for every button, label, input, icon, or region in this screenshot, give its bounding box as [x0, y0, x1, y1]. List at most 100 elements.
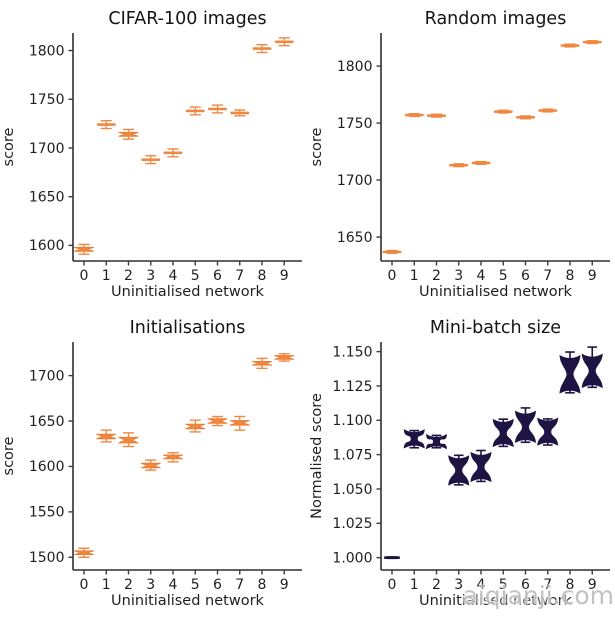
- y-tick-label: 1500: [29, 550, 65, 566]
- x-tick-label: 3: [146, 577, 155, 593]
- x-tick-label: 8: [258, 268, 267, 284]
- x-tick-label: 2: [124, 577, 133, 593]
- random-images-chart: Random images Uninitialised network score 1…: [309, 9, 610, 300]
- y-tick-label: 1.075: [332, 447, 372, 463]
- x-tick-label: 0: [387, 268, 396, 284]
- box-glyph: [515, 116, 535, 119]
- x-tick-label: 4: [169, 268, 178, 284]
- x-tick-label: 0: [80, 577, 89, 593]
- box-glyph: [140, 462, 161, 469]
- x-tick-label: 6: [521, 268, 530, 284]
- y-tick-label: 1650: [336, 230, 372, 246]
- x-axis-label: Uninitialised network: [111, 284, 264, 300]
- violin-glyph: [492, 418, 514, 448]
- chart-cell-mini-batch-size: Mini-batch size Uninitialised network Norm…: [308, 309, 615, 618]
- cifar-100-images-chart: CIFAR-100 images Uninitialised network sco…: [1, 9, 302, 300]
- x-tick-label: 2: [432, 577, 441, 593]
- violin-glyph: [403, 429, 425, 449]
- box-glyph: [118, 131, 139, 137]
- violin-glyph: [581, 353, 603, 389]
- y-axis-label: score: [1, 436, 17, 475]
- x-tick-label: 0: [80, 268, 89, 284]
- box-glyph: [96, 433, 117, 440]
- violin-glyph: [536, 417, 558, 446]
- x-tick-label: 7: [235, 268, 244, 284]
- y-axis-label: score: [1, 127, 17, 166]
- x-tick-label: 8: [565, 577, 574, 593]
- y-tick-label: 1650: [29, 414, 65, 430]
- x-axis-label: Uninitialised network: [111, 593, 264, 609]
- x-tick-label: 4: [476, 577, 485, 593]
- box-glyph: [560, 44, 579, 47]
- x-tick-label: 3: [454, 268, 463, 284]
- x-tick-label: 8: [258, 577, 267, 593]
- box-glyph: [74, 246, 94, 252]
- box-glyph: [208, 107, 227, 111]
- box-glyph: [74, 550, 94, 556]
- y-tick-label: 1800: [29, 43, 65, 59]
- box-glyph: [274, 40, 294, 44]
- x-tick-label: 9: [587, 577, 596, 593]
- x-axis-label: Uninitialised network: [419, 284, 572, 300]
- x-tick-label: 9: [280, 577, 289, 593]
- violin-glyph: [447, 455, 469, 486]
- y-tick-label: 1700: [336, 173, 372, 189]
- violin-glyph: [470, 451, 491, 483]
- x-tick-label: 6: [213, 577, 222, 593]
- x-tick-label: 6: [521, 577, 530, 593]
- chart-cell-initialisations: Initialisations Uninitialised network scor…: [0, 309, 308, 618]
- y-tick-label: 1600: [29, 459, 65, 475]
- x-tick-label: 2: [432, 268, 441, 284]
- box-glyph: [252, 47, 272, 50]
- y-tick-label: 1.150: [332, 344, 372, 360]
- x-tick-label: 1: [102, 268, 111, 284]
- x-tick-label: 4: [169, 577, 178, 593]
- y-tick-label: 1700: [29, 368, 65, 384]
- box-glyph: [185, 423, 206, 430]
- box-glyph: [163, 454, 183, 460]
- chart-title: Mini-batch size: [429, 318, 560, 338]
- x-tick-label: 1: [409, 577, 418, 593]
- box-glyph: [118, 436, 139, 444]
- box-glyph: [426, 114, 446, 117]
- chart-title: CIFAR-100 images: [108, 9, 266, 29]
- y-axis-label: Normalised score: [309, 393, 325, 519]
- violin-glyph: [383, 556, 400, 560]
- x-tick-label: 1: [409, 268, 418, 284]
- chart-title: Random images: [424, 9, 566, 29]
- violin-glyph: [514, 410, 536, 444]
- y-tick-label: 1650: [29, 189, 65, 205]
- box-glyph: [537, 109, 557, 112]
- x-tick-label: 2: [124, 268, 133, 284]
- box-glyph: [96, 123, 116, 126]
- x-tick-label: 5: [191, 268, 200, 284]
- box-glyph: [229, 420, 250, 426]
- box-glyph: [252, 361, 272, 366]
- violin-glyph: [559, 354, 580, 394]
- x-tick-label: 3: [146, 268, 155, 284]
- x-tick-label: 7: [235, 577, 244, 593]
- x-tick-label: 7: [543, 577, 552, 593]
- x-tick-label: 5: [498, 577, 507, 593]
- y-tick-label: 1.000: [332, 550, 372, 566]
- y-tick-label: 1.050: [332, 482, 372, 498]
- y-tick-label: 1600: [29, 238, 65, 254]
- initialisations-chart: Initialisations Uninitialised network scor…: [1, 318, 302, 609]
- y-tick-label: 1800: [336, 59, 372, 75]
- x-tick-label: 5: [498, 268, 507, 284]
- x-tick-label: 7: [543, 268, 552, 284]
- x-tick-label: 6: [213, 268, 222, 284]
- x-tick-label: 1: [102, 577, 111, 593]
- y-tick-label: 1.025: [332, 516, 372, 532]
- x-tick-label: 4: [476, 268, 485, 284]
- box-glyph: [230, 111, 250, 115]
- x-tick-label: 0: [387, 577, 396, 593]
- box-glyph: [493, 110, 513, 113]
- y-tick-label: 1550: [29, 505, 65, 521]
- box-glyph: [582, 40, 602, 44]
- x-tick-label: 3: [454, 577, 463, 593]
- x-axis-label: Uninitialised network: [419, 593, 572, 609]
- x-tick-label: 9: [587, 268, 596, 284]
- box-glyph: [207, 418, 228, 424]
